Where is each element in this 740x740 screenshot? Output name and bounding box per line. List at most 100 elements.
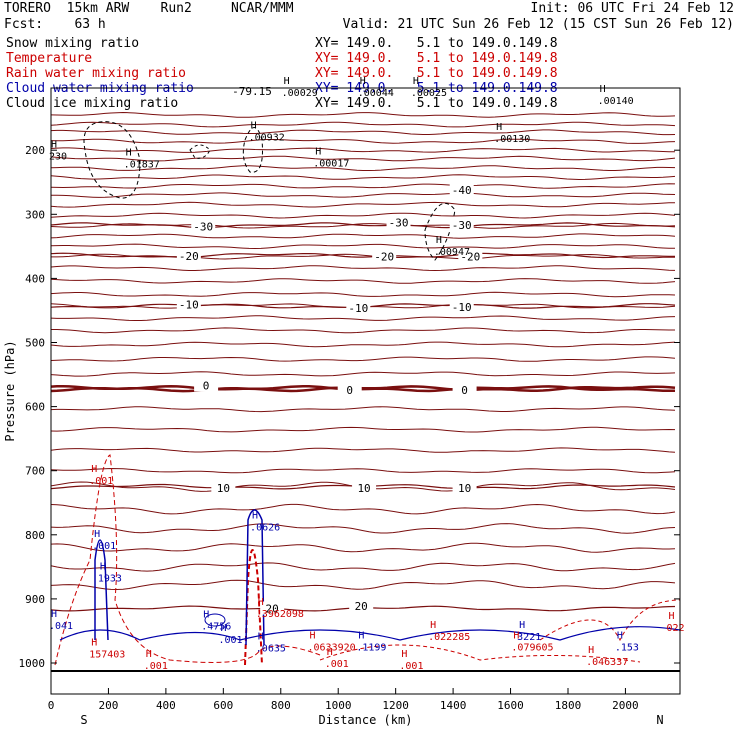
max-value-label: .001 xyxy=(399,661,423,672)
isotherm-line xyxy=(50,183,676,189)
cloud-water-contours xyxy=(59,509,681,646)
init-time: Init: 06 UTC Fri 24 Feb 12 xyxy=(530,1,735,16)
max-value-label: .041 xyxy=(49,621,73,632)
isotherm-line xyxy=(50,147,676,153)
isotherm-line xyxy=(50,467,676,474)
max-value-label: .001 xyxy=(89,476,113,487)
model-title: TORERO 15km ARW Run2 NCAR/MMM xyxy=(4,1,294,16)
isotherm-label: -79.15 xyxy=(232,85,272,98)
y-axis-label: Pressure (hPa) xyxy=(3,340,17,441)
rain-contour xyxy=(539,599,681,642)
max-value-label: .00044 xyxy=(358,88,394,99)
max-marker-h: H xyxy=(600,84,606,95)
isotherm-line xyxy=(50,165,676,171)
label-bg xyxy=(176,248,201,262)
y-tick-label: 600 xyxy=(25,401,45,414)
label-bg xyxy=(352,481,377,495)
y-tick-label: 800 xyxy=(25,529,45,542)
isotherm-line xyxy=(51,327,675,334)
isotherm-line xyxy=(50,579,676,591)
max-marker-h: H xyxy=(360,76,366,87)
label-bg xyxy=(449,182,474,196)
max-value-label: .00029 xyxy=(282,88,318,99)
isotherm-line xyxy=(50,155,676,162)
y-tick-label: 1000 xyxy=(19,657,46,670)
label-bg xyxy=(386,215,411,229)
legend-snow-xy: XY= 149.0. 5.1 to 149.0.149.8 xyxy=(315,36,558,51)
max-value-label: .0635 xyxy=(256,644,286,655)
max-value-label: .0626 xyxy=(250,522,280,533)
isotherm-line xyxy=(50,426,676,433)
max-value-label: .3962098 xyxy=(256,609,304,620)
max-marker-h: H xyxy=(251,121,257,132)
legend-cloud-ice-xy: XY= 149.0. 5.1 to 149.0.149.8 xyxy=(315,96,558,111)
contour-labels: -79.15 -40 -30 -30 -30 -20 -20 -20 -10 -10 -10 0 0 0 1… xyxy=(49,76,685,672)
max-value-label: .001 xyxy=(218,635,242,646)
max-marker-h: H xyxy=(220,623,226,634)
max-value-label: .153 xyxy=(615,642,639,653)
isotherm-label: 0 xyxy=(346,384,353,397)
max-marker-h: H xyxy=(51,609,57,620)
x-tick-label: 1200 xyxy=(382,699,409,712)
label-bg xyxy=(452,481,477,495)
legend-temperature-xy: XY= 149.0. 5.1 to 149.0.149.8 xyxy=(315,51,558,66)
isotherm-label: -20 xyxy=(374,251,394,264)
ice-contour xyxy=(189,144,211,159)
label-bg xyxy=(194,378,219,392)
forecast-hour: Fcst: 63 h xyxy=(4,17,106,32)
max-value-label: 230 xyxy=(49,151,67,162)
isotherm-line xyxy=(50,406,676,413)
isotherm-line xyxy=(50,243,675,250)
isotherm-label: -30 xyxy=(389,217,409,230)
label-bg xyxy=(260,601,285,615)
isotherm-line xyxy=(50,129,676,136)
max-marker-h: H xyxy=(203,610,209,621)
x-tick-label: 1400 xyxy=(440,699,467,712)
ice-contours xyxy=(83,121,456,261)
isotherm--30 xyxy=(50,222,676,229)
label-bg xyxy=(176,297,201,311)
south-label: S xyxy=(80,713,87,727)
isotherm-0 xyxy=(50,385,676,393)
isotherm-label: 0 xyxy=(203,379,210,392)
max-value-label: .046337 xyxy=(586,657,628,668)
isotherm-line xyxy=(50,447,676,453)
isotherm-line xyxy=(50,138,676,144)
isotherm-line xyxy=(51,192,676,198)
max-value-label: .001 xyxy=(92,541,116,552)
max-value-label: .001 xyxy=(325,659,349,670)
x-tick-label: 1600 xyxy=(497,699,524,712)
max-marker-h: H xyxy=(413,76,419,87)
label-bg xyxy=(191,219,216,233)
max-value-label: .00017 xyxy=(313,158,349,169)
x-axis-label: Distance (km) xyxy=(319,713,413,727)
x-tick-label: 2000 xyxy=(612,699,639,712)
axes: 0 200 400 600 800 1000 1200 1400 1600 1800 2000200… xyxy=(3,87,681,727)
max-marker-h: H xyxy=(519,620,525,631)
max-marker-h: H xyxy=(258,632,264,643)
max-marker-h: H xyxy=(94,529,100,540)
max-value-label: .001 xyxy=(144,661,168,672)
plot-frame xyxy=(50,87,681,695)
legend-cloud-ice: Cloud ice mixing ratio xyxy=(6,96,179,111)
max-marker-h: H xyxy=(51,139,57,150)
isotherm-label: -30 xyxy=(193,220,213,233)
ice-contour xyxy=(242,127,263,173)
isotherm-line xyxy=(50,111,676,118)
x-tick-label: 0 xyxy=(48,699,55,712)
label-bg xyxy=(372,249,397,263)
legend-rain: Rain water mixing ratio xyxy=(6,66,187,81)
max-marker-h: H xyxy=(258,597,264,608)
y-tick-label: 400 xyxy=(25,272,45,285)
north-label: N xyxy=(656,713,663,727)
label-bg xyxy=(452,382,477,396)
isotherm-label: 10 xyxy=(458,482,471,495)
isotherm-line xyxy=(50,278,676,284)
isotherm-label: -30 xyxy=(452,219,472,232)
isotherm-label: -40 xyxy=(452,184,472,197)
label-bg xyxy=(346,300,371,314)
isotherm-line xyxy=(50,371,676,377)
isotherm-label: -20 xyxy=(179,250,199,263)
isotherm-line xyxy=(50,562,676,572)
x-tick-label: 1000 xyxy=(325,699,352,712)
